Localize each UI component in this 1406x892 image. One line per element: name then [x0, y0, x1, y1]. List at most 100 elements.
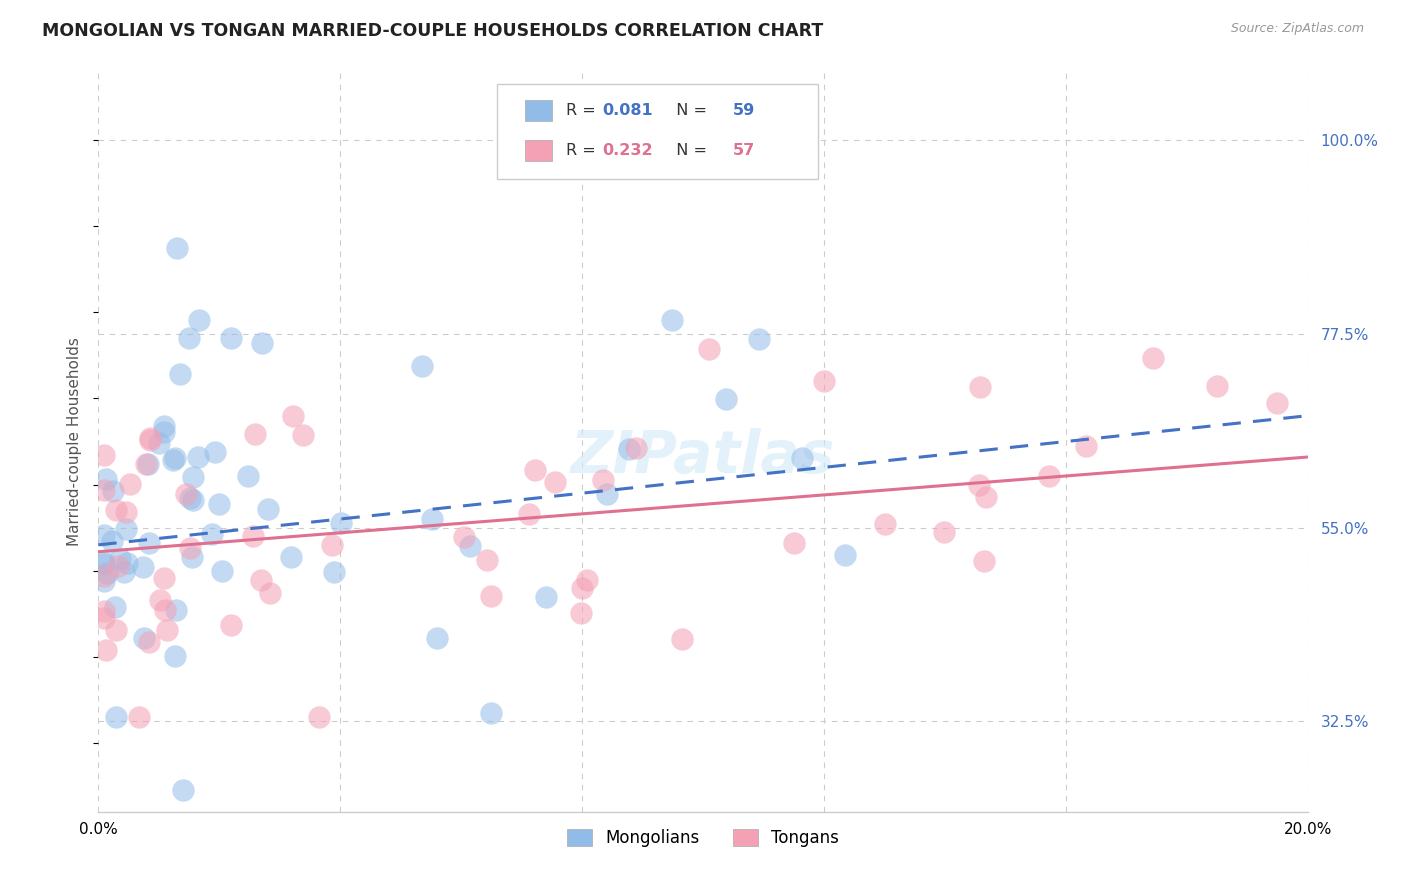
- FancyBboxPatch shape: [498, 84, 818, 178]
- Point: [453, 530, 475, 544]
- Point: [208, 497, 231, 511]
- Legend: Mongolians, Tongans: Mongolians, Tongans: [558, 821, 848, 855]
- Text: R =: R =: [567, 144, 602, 158]
- Point: [569, 606, 592, 620]
- Point: [93, 528, 115, 542]
- Point: [134, 631, 156, 645]
- Point: [426, 632, 449, 646]
- Point: [624, 442, 647, 456]
- Text: 59: 59: [734, 103, 755, 118]
- Point: [201, 527, 224, 541]
- Point: [128, 710, 150, 724]
- Point: [323, 565, 346, 579]
- Point: [96, 642, 118, 657]
- Point: [321, 538, 343, 552]
- Point: [93, 569, 115, 583]
- Point: [211, 564, 233, 578]
- Point: [165, 451, 187, 466]
- Point: [162, 453, 184, 467]
- Point: [544, 475, 567, 489]
- Point: [105, 710, 128, 724]
- Point: [969, 380, 991, 394]
- Point: [873, 516, 896, 531]
- Point: [974, 490, 997, 504]
- Point: [187, 313, 209, 327]
- Point: [1142, 351, 1164, 365]
- Point: [183, 470, 205, 484]
- Point: [153, 419, 176, 434]
- Point: [93, 483, 115, 498]
- Point: [242, 529, 264, 543]
- Point: [165, 648, 187, 663]
- Point: [165, 603, 187, 617]
- Point: [329, 516, 352, 531]
- Point: [180, 549, 202, 564]
- Text: 0.081: 0.081: [603, 103, 654, 118]
- Point: [115, 556, 138, 570]
- Point: [169, 367, 191, 381]
- Point: [112, 566, 135, 580]
- Point: [108, 552, 131, 566]
- Point: [187, 450, 209, 465]
- Point: [101, 483, 124, 498]
- Point: [1038, 469, 1060, 483]
- Point: [179, 541, 201, 555]
- Point: [661, 313, 683, 327]
- Point: [973, 553, 995, 567]
- Point: [783, 536, 806, 550]
- Point: [204, 445, 226, 459]
- Text: Source: ZipAtlas.com: Source: ZipAtlas.com: [1230, 22, 1364, 36]
- Point: [139, 431, 162, 445]
- Point: [291, 427, 314, 442]
- Point: [136, 457, 159, 471]
- Point: [138, 634, 160, 648]
- Point: [104, 600, 127, 615]
- Text: N =: N =: [665, 144, 711, 158]
- Point: [138, 536, 160, 550]
- Point: [105, 624, 128, 638]
- Point: [619, 442, 641, 457]
- Point: [671, 632, 693, 646]
- Point: [118, 477, 141, 491]
- Point: [153, 603, 176, 617]
- Point: [834, 548, 856, 562]
- Point: [93, 557, 115, 571]
- Point: [411, 359, 433, 373]
- Point: [1267, 396, 1289, 410]
- Point: [166, 241, 188, 255]
- Point: [96, 566, 118, 580]
- Text: 0.0%: 0.0%: [79, 822, 118, 837]
- Point: [132, 560, 155, 574]
- Text: 0.232: 0.232: [603, 144, 654, 158]
- Point: [280, 550, 302, 565]
- Point: [250, 335, 273, 350]
- Point: [257, 502, 280, 516]
- Point: [236, 469, 259, 483]
- Point: [135, 457, 157, 471]
- Point: [420, 512, 443, 526]
- Point: [967, 477, 990, 491]
- Point: [93, 611, 115, 625]
- FancyBboxPatch shape: [526, 100, 553, 120]
- Point: [93, 604, 115, 618]
- Point: [481, 590, 503, 604]
- Point: [139, 433, 162, 447]
- Point: [221, 618, 243, 632]
- Point: [172, 783, 194, 797]
- Point: [699, 343, 721, 357]
- Point: [221, 331, 243, 345]
- Point: [243, 427, 266, 442]
- Point: [281, 409, 304, 423]
- Point: [115, 505, 138, 519]
- Y-axis label: Married-couple Households: Married-couple Households: [67, 337, 83, 546]
- Point: [101, 534, 124, 549]
- Point: [716, 392, 738, 406]
- Text: ZIPatlas: ZIPatlas: [571, 428, 835, 485]
- Text: N =: N =: [665, 103, 711, 118]
- Point: [813, 374, 835, 388]
- Point: [1076, 439, 1098, 453]
- Point: [148, 436, 170, 450]
- Point: [259, 586, 281, 600]
- Point: [534, 590, 557, 604]
- Point: [308, 710, 330, 724]
